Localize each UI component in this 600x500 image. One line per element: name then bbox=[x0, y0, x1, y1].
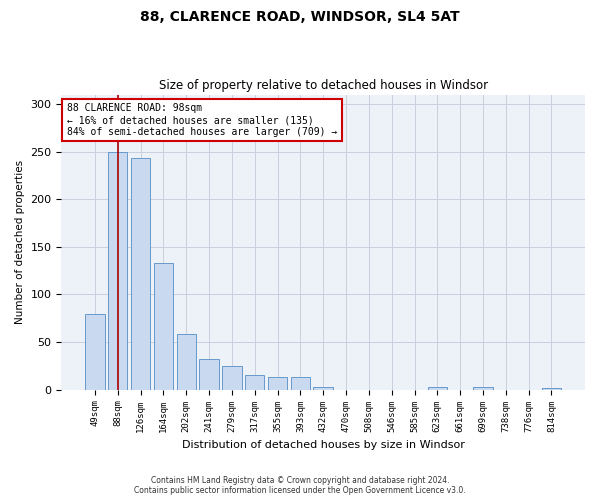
Text: 88 CLARENCE ROAD: 98sqm
← 16% of detached houses are smaller (135)
84% of semi-d: 88 CLARENCE ROAD: 98sqm ← 16% of detache… bbox=[67, 104, 337, 136]
Bar bbox=[428, 387, 447, 390]
Text: 88, CLARENCE ROAD, WINDSOR, SL4 5AT: 88, CLARENCE ROAD, WINDSOR, SL4 5AT bbox=[140, 10, 460, 24]
Bar bbox=[473, 387, 493, 390]
Bar bbox=[131, 158, 150, 390]
Y-axis label: Number of detached properties: Number of detached properties bbox=[15, 160, 25, 324]
Bar bbox=[245, 376, 265, 390]
Bar bbox=[176, 334, 196, 390]
Text: Contains HM Land Registry data © Crown copyright and database right 2024.
Contai: Contains HM Land Registry data © Crown c… bbox=[134, 476, 466, 495]
Bar bbox=[154, 263, 173, 390]
Bar bbox=[290, 378, 310, 390]
Bar bbox=[85, 314, 104, 390]
Title: Size of property relative to detached houses in Windsor: Size of property relative to detached ho… bbox=[158, 79, 488, 92]
Bar bbox=[268, 378, 287, 390]
Bar bbox=[199, 359, 219, 390]
Bar bbox=[542, 388, 561, 390]
X-axis label: Distribution of detached houses by size in Windsor: Distribution of detached houses by size … bbox=[182, 440, 464, 450]
Bar bbox=[313, 387, 333, 390]
Bar bbox=[222, 366, 242, 390]
Bar bbox=[108, 152, 127, 390]
